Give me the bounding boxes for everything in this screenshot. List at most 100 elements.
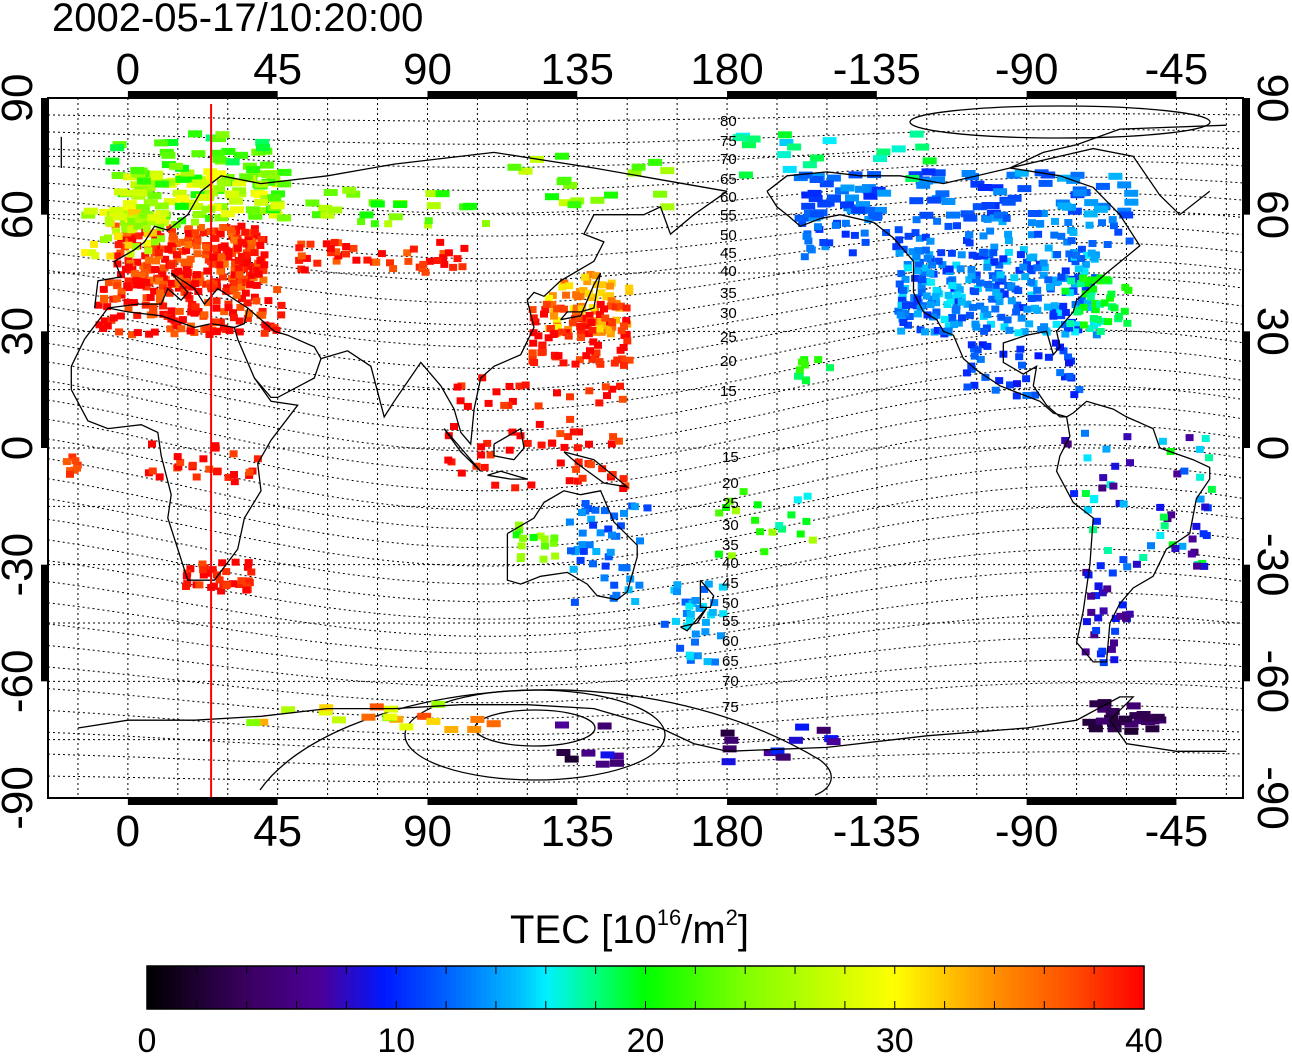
tec-cell: [701, 618, 710, 626]
tec-cell: [224, 253, 233, 261]
contour-line: [48, 385, 1243, 472]
tec-cell: [1091, 306, 1100, 314]
tec-cell: [1067, 277, 1076, 285]
tec-cell: [1097, 317, 1106, 325]
contour-line: [48, 682, 1243, 720]
tec-cell: [592, 272, 600, 280]
tec-cell: [581, 500, 590, 507]
tec-cell: [917, 289, 926, 297]
tec-cell: [620, 509, 628, 517]
colorbar-segment: [206, 966, 213, 1009]
tec-cell: [612, 591, 621, 599]
tec-cell: [806, 214, 821, 222]
tec-cell: [1180, 467, 1189, 475]
tec-cell: [1129, 712, 1144, 720]
tec-cell: [1090, 254, 1099, 262]
tec-cell: [746, 135, 761, 143]
tec-cell: [1156, 503, 1165, 511]
colorbar-segment: [565, 966, 572, 1009]
contour-label: 60: [720, 189, 737, 206]
tec-cell: [182, 266, 191, 274]
colorbar-segment: [361, 966, 367, 1009]
tec-cell: [1013, 301, 1022, 309]
tec-cell: [1016, 251, 1025, 259]
tec-cell: [150, 249, 159, 257]
tec-cell: [1051, 339, 1060, 347]
tec-cell: [127, 205, 141, 213]
tec-cell: [178, 316, 187, 324]
tec-cell: [155, 210, 170, 218]
tec-cell: [508, 397, 517, 405]
contour-label: 60: [722, 633, 739, 650]
tec-cell: [585, 311, 594, 319]
tec-cell: [724, 736, 739, 744]
tec-cell: [154, 202, 169, 210]
tec-cell: [151, 266, 160, 273]
tec-cell: [66, 470, 74, 478]
colorbar-segment: [1004, 966, 1010, 1009]
tec-cell: [1036, 220, 1045, 227]
tec-cell: [136, 177, 151, 185]
tec-cell: [935, 190, 950, 198]
frame-bar: [127, 91, 278, 98]
tec-cell: [1072, 189, 1087, 197]
tec-cell: [172, 251, 181, 259]
tec-cell: [137, 278, 146, 286]
tec-cell: [1107, 645, 1116, 653]
tec-cell: [361, 713, 376, 721]
tec-cell: [460, 244, 469, 252]
tec-cell: [856, 201, 870, 209]
tec-cell: [1003, 316, 1012, 324]
tec-cell: [1115, 312, 1124, 320]
tec-cell: [571, 360, 580, 368]
tec-cell: [456, 397, 465, 405]
tec-cell: [188, 174, 203, 182]
tec-cell: [530, 359, 539, 366]
tec-cell: [579, 287, 588, 295]
tec-cell: [124, 304, 133, 312]
colorbar-segment: [505, 966, 512, 1009]
colorbar-segment: [1129, 966, 1135, 1009]
tec-cell: [635, 581, 644, 589]
contour-label: 45: [720, 245, 737, 262]
tec-cell: [586, 271, 595, 278]
colorbar-segment: [695, 966, 701, 1009]
tec-cell: [1145, 725, 1160, 733]
tec-cell: [1029, 253, 1038, 261]
tec-cell: [556, 459, 565, 467]
tec-cell: [181, 281, 189, 288]
tec-cell: [1118, 715, 1133, 723]
tec-cell: [232, 276, 241, 284]
tec-cell: [241, 289, 250, 297]
tec-cell: [542, 300, 551, 308]
tec-cell: [178, 217, 187, 225]
tec-cell: [81, 211, 96, 219]
colorbar-segment: [755, 966, 761, 1009]
coastline: [487, 470, 528, 480]
tec-cell: [996, 288, 1005, 296]
colorbar-segment: [909, 966, 916, 1009]
tec-cell: [725, 497, 734, 505]
tec-cell: [1207, 485, 1216, 493]
colorbar-segment: [241, 966, 248, 1009]
tec-cell: [232, 291, 241, 299]
tec-cell: [270, 202, 285, 210]
tec-cell: [202, 280, 210, 288]
tec-cell: [1111, 462, 1120, 470]
tec-cell: [215, 261, 224, 269]
lon-tick-label: -45: [1145, 45, 1209, 94]
tec-cell: [944, 322, 953, 330]
tec-cell: [268, 211, 283, 219]
contour-label: 75: [720, 133, 737, 150]
tec-cell: [156, 223, 165, 231]
tec-cell: [123, 298, 132, 306]
tec-cell: [1079, 303, 1088, 311]
tec-cell: [463, 202, 478, 210]
tec-cell: [213, 468, 221, 476]
tec-cell: [117, 291, 126, 299]
tec-cell: [1051, 217, 1059, 225]
colorbar-segment: [251, 966, 258, 1009]
tec-cell: [995, 377, 1004, 385]
tec-cell: [1081, 290, 1090, 298]
tec-cell: [608, 385, 617, 393]
